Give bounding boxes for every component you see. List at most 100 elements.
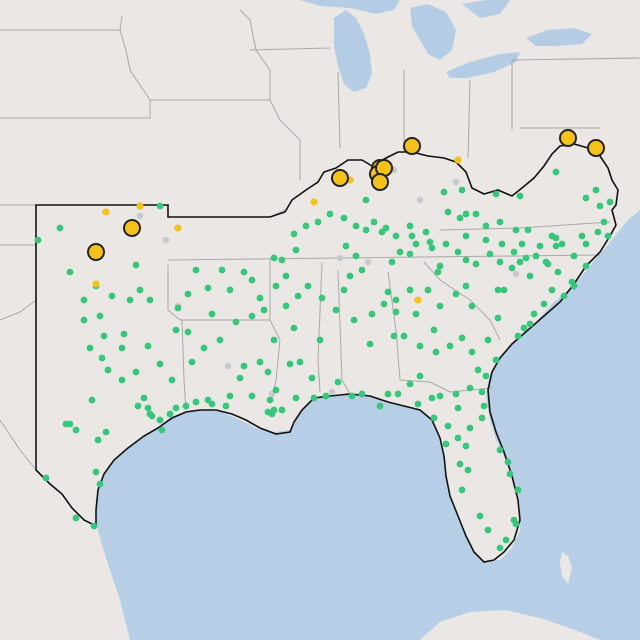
green-marker[interactable]: [270, 254, 278, 262]
green-marker[interactable]: [126, 296, 134, 304]
green-marker[interactable]: [362, 226, 370, 234]
green-marker[interactable]: [604, 232, 612, 240]
green-marker[interactable]: [408, 232, 416, 240]
green-marker[interactable]: [172, 326, 180, 334]
green-marker[interactable]: [458, 186, 466, 194]
green-marker[interactable]: [432, 348, 440, 356]
green-marker[interactable]: [380, 300, 388, 308]
green-marker[interactable]: [290, 324, 298, 332]
green-marker[interactable]: [166, 410, 174, 418]
green-marker[interactable]: [484, 336, 492, 344]
gray-marker[interactable]: [364, 258, 372, 266]
green-marker[interactable]: [384, 288, 392, 296]
green-marker[interactable]: [156, 202, 164, 210]
green-marker[interactable]: [282, 272, 290, 280]
green-marker[interactable]: [222, 402, 230, 410]
green-marker[interactable]: [456, 460, 464, 468]
green-marker[interactable]: [156, 360, 164, 368]
green-marker[interactable]: [474, 366, 482, 374]
green-marker[interactable]: [394, 390, 402, 398]
green-marker[interactable]: [492, 356, 500, 364]
green-marker[interactable]: [504, 458, 512, 466]
green-marker[interactable]: [414, 400, 422, 408]
green-marker[interactable]: [92, 468, 100, 476]
green-marker[interactable]: [226, 392, 234, 400]
green-marker[interactable]: [548, 286, 556, 294]
green-marker[interactable]: [340, 214, 348, 222]
green-marker[interactable]: [458, 334, 466, 342]
green-marker[interactable]: [158, 426, 166, 434]
green-marker[interactable]: [502, 536, 510, 544]
green-marker[interactable]: [494, 286, 502, 294]
green-marker[interactable]: [90, 522, 98, 530]
green-marker[interactable]: [516, 258, 524, 266]
green-marker[interactable]: [468, 348, 476, 356]
green-marker[interactable]: [358, 390, 366, 398]
gray-marker[interactable]: [224, 362, 232, 370]
green-marker[interactable]: [462, 256, 470, 264]
green-marker[interactable]: [578, 232, 586, 240]
green-marker[interactable]: [80, 296, 88, 304]
green-marker[interactable]: [278, 256, 286, 264]
yellow-marker-large[interactable]: [559, 129, 577, 147]
green-marker[interactable]: [42, 474, 50, 482]
green-marker[interactable]: [322, 392, 330, 400]
green-marker[interactable]: [96, 480, 104, 488]
green-marker[interactable]: [482, 236, 490, 244]
yellow-marker-large[interactable]: [331, 169, 349, 187]
green-marker[interactable]: [412, 310, 420, 318]
green-marker[interactable]: [62, 420, 70, 428]
green-marker[interactable]: [304, 282, 312, 290]
green-marker[interactable]: [496, 544, 504, 552]
green-marker[interactable]: [462, 210, 470, 218]
green-marker[interactable]: [454, 404, 462, 412]
green-marker[interactable]: [510, 248, 518, 256]
green-marker[interactable]: [406, 250, 414, 258]
green-marker[interactable]: [468, 302, 476, 310]
yellow-marker-small[interactable]: [454, 156, 462, 164]
green-marker[interactable]: [264, 408, 272, 416]
green-marker[interactable]: [236, 374, 244, 382]
green-marker[interactable]: [424, 286, 432, 294]
green-marker[interactable]: [406, 380, 414, 388]
green-marker[interactable]: [232, 318, 240, 326]
green-marker[interactable]: [290, 230, 298, 238]
green-marker[interactable]: [592, 186, 600, 194]
green-marker[interactable]: [144, 342, 152, 350]
green-marker[interactable]: [294, 292, 302, 300]
green-marker[interactable]: [512, 520, 520, 528]
green-marker[interactable]: [248, 276, 256, 284]
green-marker[interactable]: [270, 336, 278, 344]
green-marker[interactable]: [582, 240, 590, 248]
green-marker[interactable]: [66, 268, 74, 276]
green-marker[interactable]: [388, 258, 396, 266]
green-marker[interactable]: [208, 310, 216, 318]
green-marker[interactable]: [406, 222, 414, 230]
green-marker[interactable]: [370, 218, 378, 226]
green-marker[interactable]: [496, 218, 504, 226]
green-marker[interactable]: [184, 328, 192, 336]
green-marker[interactable]: [552, 168, 560, 176]
green-marker[interactable]: [192, 398, 200, 406]
green-marker[interactable]: [204, 396, 212, 404]
green-marker[interactable]: [416, 372, 424, 380]
green-marker[interactable]: [480, 402, 488, 410]
green-marker[interactable]: [192, 266, 200, 274]
green-marker[interactable]: [204, 284, 212, 292]
green-marker[interactable]: [456, 214, 464, 222]
green-marker[interactable]: [452, 390, 460, 398]
green-marker[interactable]: [484, 526, 492, 534]
green-marker[interactable]: [390, 332, 398, 340]
green-marker[interactable]: [132, 368, 140, 376]
green-marker[interactable]: [108, 292, 116, 300]
yellow-marker-large[interactable]: [371, 173, 389, 191]
green-marker[interactable]: [594, 228, 602, 236]
green-marker[interactable]: [346, 272, 354, 280]
green-marker[interactable]: [218, 266, 226, 274]
green-marker[interactable]: [524, 226, 532, 234]
green-marker[interactable]: [494, 314, 502, 322]
green-marker[interactable]: [532, 252, 540, 260]
green-marker[interactable]: [520, 324, 528, 332]
green-marker[interactable]: [96, 312, 104, 320]
green-marker[interactable]: [146, 296, 154, 304]
